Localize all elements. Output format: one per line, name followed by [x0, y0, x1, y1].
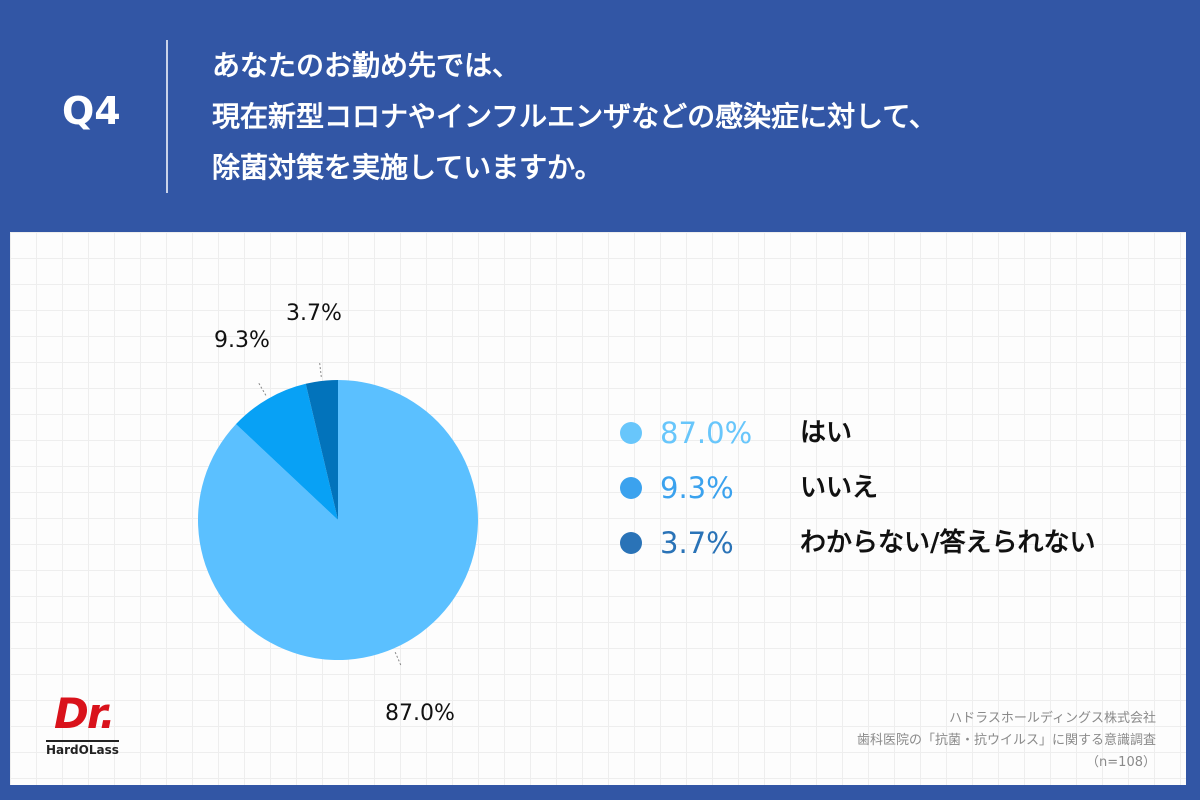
slice-data-label: 3.7%	[286, 301, 342, 326]
pie-slice	[305, 380, 338, 520]
leader-line	[257, 381, 267, 396]
chart-panel: 87.0% 9.3% 3.7% 87.0% はい 9.3% いいえ 3.7% わから…	[10, 232, 1186, 785]
legend-dot-icon	[620, 532, 642, 554]
header: Q4 あなたのお勤め先では、 現在新型コロナやインフルエンザなどの感染症に対して…	[0, 0, 1200, 232]
question-number: Q4	[62, 89, 121, 133]
company-logo: Dr. HardOLass	[40, 692, 160, 762]
header-divider	[166, 40, 168, 193]
pie-slice	[235, 383, 338, 520]
source-line: 歯科医院の「抗菌・抗ウイルス」に関する意識調査	[856, 733, 1156, 748]
legend-label: わからない/答えられない	[800, 528, 1096, 558]
question-line: 除菌対策を実施していますか。	[212, 151, 603, 184]
logo-subtext: HardOLass	[46, 740, 119, 757]
legend-label: はい	[800, 418, 853, 448]
pie-chart: 87.0% 9.3% 3.7%	[197, 301, 478, 726]
slice-data-label: 87.0%	[385, 701, 455, 726]
legend-value: 9.3%	[660, 471, 734, 505]
leader-line	[394, 651, 403, 668]
legend-dot-icon	[620, 422, 642, 444]
pie-slice	[197, 380, 478, 660]
slice-data-label: 9.3%	[214, 328, 270, 353]
logo-mark: Dr.	[54, 689, 116, 738]
question-text: あなたのお勤め先では、 現在新型コロナやインフルエンザなどの感染症に対して、 除…	[212, 40, 937, 193]
legend-dot-icon	[620, 477, 642, 499]
question-line: あなたのお勤め先では、	[212, 49, 521, 82]
source-line: ハドラスホールディングス株式会社	[949, 711, 1156, 726]
legend-value: 3.7%	[660, 526, 734, 560]
source-line: （n=108）	[1086, 755, 1156, 770]
legend-label: いいえ	[800, 473, 879, 503]
question-line: 現在新型コロナやインフルエンザなどの感染症に対して、	[212, 100, 937, 133]
legend-value: 87.0%	[660, 416, 753, 450]
leader-line	[318, 361, 322, 378]
source-note: ハドラスホールディングス株式会社 歯科医院の「抗菌・抗ウイルス」に関する意識調査…	[857, 708, 1156, 774]
